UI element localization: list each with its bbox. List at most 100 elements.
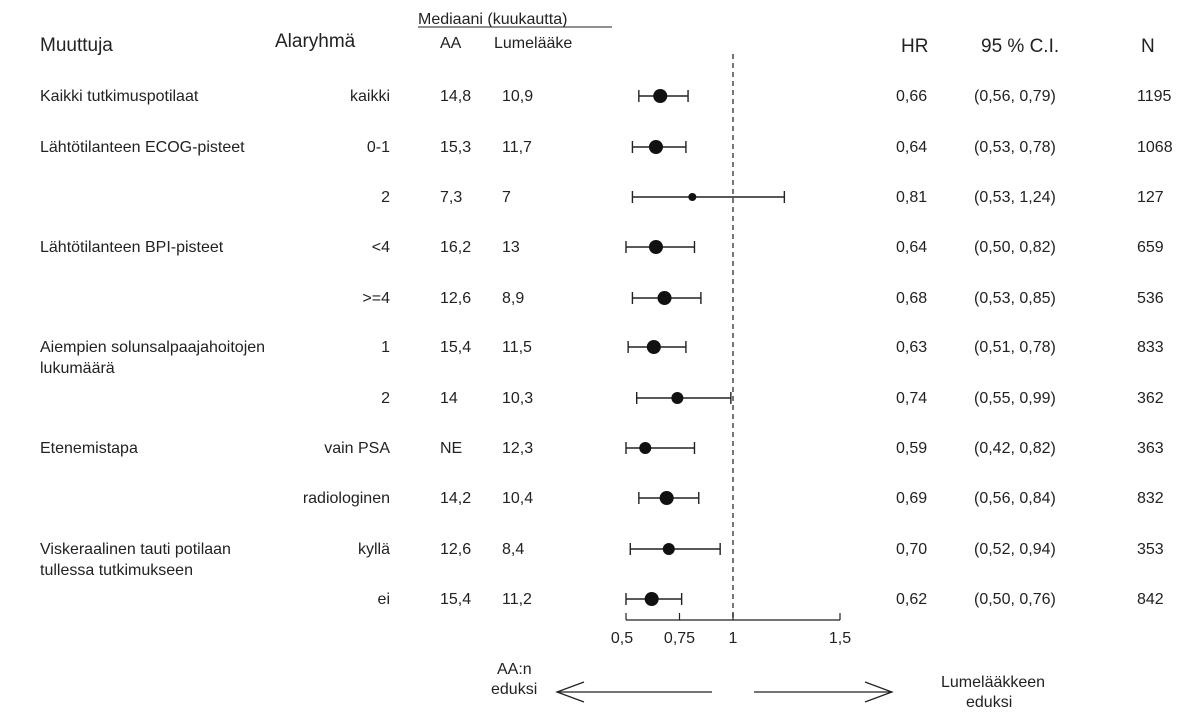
row-median-aa: 7,3 [440, 189, 462, 206]
row-ci: (0,53, 1,24) [974, 189, 1056, 206]
row-ci: (0,50, 0,76) [974, 591, 1056, 608]
forest-row-mark [631, 140, 687, 154]
row-variable: Kaikki tutkimuspotilaat [40, 88, 199, 105]
forest-row-mark [625, 592, 683, 606]
row-n: 127 [1137, 189, 1164, 206]
arrow-right [754, 681, 894, 703]
table-row: Viskeraalinen tauti potilaan tullessa tut… [40, 541, 1164, 579]
header-hr: HR [901, 36, 928, 57]
forest-row-mark [625, 442, 696, 454]
point-estimate [644, 592, 659, 606]
x-tick-label: 0,5 [611, 630, 633, 647]
row-hr: 0,66 [896, 88, 927, 105]
table-row: Aiempien solunsalpaajahoitojen lukumäärä 1… [40, 339, 1164, 377]
row-variable-line-2: tullessa tutkimukseen [40, 562, 193, 579]
row-median-placebo: 11,5 [502, 339, 532, 356]
row-n: 1068 [1137, 139, 1173, 156]
header-ci: 95 % C.I. [981, 36, 1059, 57]
row-subgroup: kaikki [350, 88, 390, 105]
point-estimate [639, 442, 652, 454]
row-n: 353 [1137, 541, 1164, 558]
row-hr: 0,74 [896, 390, 927, 407]
row-subgroup: 2 [381, 189, 390, 206]
row-median-placebo: 12,3 [502, 440, 533, 457]
row-subgroup: 0-1 [367, 139, 390, 156]
footer-left-label-2: eduksi [491, 681, 537, 698]
point-estimate [671, 392, 684, 404]
row-ci: (0,56, 0,84) [974, 490, 1056, 507]
row-subgroup: 2 [381, 390, 390, 407]
row-variable-line-2: lukumäärä [40, 360, 115, 377]
point-estimate [648, 140, 663, 154]
point-estimate [688, 193, 697, 201]
row-median-placebo: 10,9 [502, 88, 533, 105]
row-subgroup: 1 [381, 339, 390, 356]
footer-left-label-1: AA:n [497, 661, 532, 678]
row-variable: Viskeraalinen tauti potilaan [40, 541, 231, 558]
point-estimate [653, 89, 668, 103]
table-row: >=4 12,6 8,9 0,68 (0,53, 0,85) 536 [362, 290, 1163, 307]
row-n: 832 [1137, 490, 1164, 507]
x-tick-label: 1 [729, 630, 738, 647]
row-ci: (0,51, 0,78) [974, 339, 1056, 356]
table-row: 2 14 10,3 0,74 (0,55, 0,99) 362 [381, 390, 1164, 407]
row-ci: (0,55, 0,99) [974, 390, 1056, 407]
row-subgroup: vain PSA [324, 440, 390, 457]
row-n: 362 [1137, 390, 1164, 407]
forest-row-mark [625, 240, 696, 254]
row-median-aa: 12,6 [440, 541, 471, 558]
row-hr: 0,69 [896, 490, 927, 507]
row-variable: Etenemistapa [40, 440, 138, 457]
row-median-aa: 12,6 [440, 290, 471, 307]
row-median-aa: 16,2 [440, 239, 471, 256]
forest-row-mark [631, 291, 702, 305]
forest-row-mark [629, 543, 721, 555]
table-row: Lähtötilanteen BPI-pisteet <4 16,2 13 0,64 (0… [40, 239, 1164, 256]
row-hr: 0,64 [896, 239, 927, 256]
row-n: 1195 [1137, 88, 1172, 105]
row-subgroup: ei [378, 591, 390, 608]
row-ci: (0,50, 0,82) [974, 239, 1056, 256]
row-median-aa: 14,2 [440, 490, 471, 507]
row-variable: Aiempien solunsalpaajahoitojen [40, 339, 265, 356]
table-rows: Kaikki tutkimuspotilaat kaikki 14,8 10,9 0,6… [40, 88, 1173, 608]
row-hr: 0,81 [896, 189, 927, 206]
forest-row-mark [636, 392, 732, 404]
header-median-title: Mediaani (kuukautta) [418, 11, 567, 28]
row-median-placebo: 8,4 [502, 541, 524, 558]
row-n: 536 [1137, 290, 1164, 307]
row-ci: (0,53, 0,78) [974, 139, 1056, 156]
row-hr: 0,68 [896, 290, 927, 307]
row-n: 833 [1137, 339, 1164, 356]
point-estimate [659, 491, 674, 505]
table-row: 2 7,3 7 0,81 (0,53, 1,24) 127 [381, 189, 1164, 206]
footer-right-label-1: Lumelääkkeen [941, 674, 1045, 691]
header-placebo: Lumelääke [494, 35, 572, 52]
row-median-placebo: 11,2 [502, 591, 532, 608]
row-median-placebo: 10,3 [502, 390, 533, 407]
header-aa: AA [440, 35, 462, 52]
forest-row-mark [638, 89, 689, 103]
header-variable: Muuttuja [40, 35, 113, 56]
row-median-aa: 14,8 [440, 88, 471, 105]
row-median-placebo: 7 [502, 189, 511, 206]
row-median-placebo: 11,7 [502, 139, 532, 156]
row-median-placebo: 13 [502, 239, 520, 256]
row-hr: 0,64 [896, 139, 927, 156]
forest-row-mark [627, 340, 687, 354]
row-hr: 0,63 [896, 339, 927, 356]
row-hr: 0,59 [896, 440, 927, 457]
row-variable: Lähtötilanteen BPI-pisteet [40, 239, 224, 256]
header-subgroup: Alaryhmä [275, 31, 356, 52]
forest-marks [625, 89, 786, 606]
forest-row-mark [638, 491, 700, 505]
row-n: 363 [1137, 440, 1164, 457]
arrow-left [555, 681, 712, 703]
table-row: Kaikki tutkimuspotilaat kaikki 14,8 10,9 0,6… [40, 88, 1172, 105]
x-tick-label: 1,5 [829, 630, 851, 647]
x-axis: 0,5 0,75 1 1,5 [611, 613, 851, 647]
row-ci: (0,56, 0,79) [974, 88, 1056, 105]
row-hr: 0,62 [896, 591, 927, 608]
row-median-aa: NE [440, 440, 462, 457]
